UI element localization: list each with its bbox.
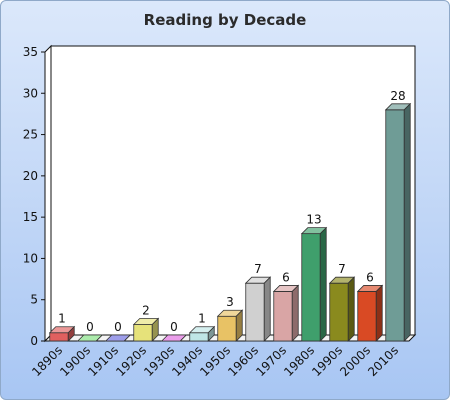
bar-side [95,334,103,342]
bar-side [319,226,327,342]
bar-side [263,276,271,342]
bar-side [179,334,187,342]
plot-left-wall [44,44,52,343]
bar-side [291,284,299,342]
data-label: 13 [306,213,321,227]
x-tick-label: 2010s [365,343,401,379]
bar-front [217,315,237,342]
y-tick-label: 30 [23,86,38,100]
bar-front [189,332,209,342]
y-tick-label: 35 [23,45,38,59]
x-tick-label: 1920s [113,343,149,379]
plot-area: 0510152025303511890s01900s01910s21920s01… [23,44,417,379]
x-tick-label: 1940s [169,343,205,379]
bar-side [403,102,411,342]
bar-front [385,109,405,342]
x-tick-label: 2000s [337,343,373,379]
bar-side [67,325,75,342]
x-tick-label: 1950s [197,343,233,379]
bar-front [301,233,321,342]
bar-side [375,284,383,342]
x-tick-label: 1900s [57,343,93,379]
data-label: 0 [86,320,94,334]
y-tick-label: 25 [23,128,38,142]
bar-front [329,282,349,342]
x-tick-label: 1990s [309,343,345,379]
bar-front [357,291,377,342]
y-tick-label: 10 [23,251,38,265]
bar-side [123,334,131,342]
bar-side [151,317,159,342]
data-label: 6 [282,270,290,284]
y-tick-label: 0 [30,334,38,348]
bar-front [245,282,265,342]
x-tick-label: 1970s [253,343,289,379]
bar-side [235,309,243,342]
y-tick-label: 15 [23,210,38,224]
data-label: 6 [366,270,374,284]
data-label: 1 [198,312,206,326]
y-tick-label: 5 [30,293,38,307]
x-tick-label: 1890s [29,343,65,379]
bar-side [207,325,215,342]
data-label: 7 [254,262,262,276]
data-label: 3 [226,295,234,309]
chart-title: Reading by Decade [144,11,307,29]
data-label: 0 [170,320,178,334]
data-label: 7 [338,262,346,276]
data-label: 28 [390,89,405,103]
data-label: 1 [58,312,66,326]
y-tick-label: 20 [23,169,38,183]
x-tick-label: 1910s [85,343,121,379]
data-label: 2 [142,303,150,317]
bar-front [273,291,293,342]
data-label: 0 [114,320,122,334]
bar-side [347,276,355,342]
bar-front [49,332,69,342]
x-tick-label: 1980s [281,343,317,379]
bar-front [133,324,153,342]
x-tick-label: 1930s [141,343,177,379]
x-tick-label: 1960s [225,343,261,379]
